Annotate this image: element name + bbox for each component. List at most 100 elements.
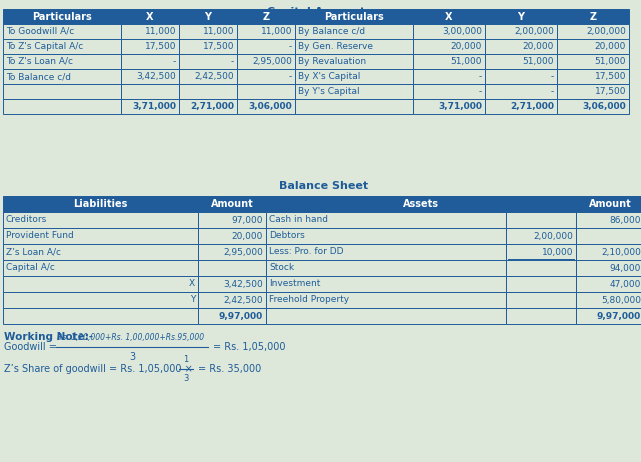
Text: 2,42,500: 2,42,500 xyxy=(194,72,234,81)
Bar xyxy=(121,54,179,69)
Bar xyxy=(576,276,641,292)
Text: 20,000: 20,000 xyxy=(595,42,626,51)
Text: 10,000: 10,000 xyxy=(542,248,573,256)
Text: 51,000: 51,000 xyxy=(522,57,554,66)
Text: To Z's Loan A/c: To Z's Loan A/c xyxy=(6,57,73,66)
Bar xyxy=(3,9,121,24)
Text: 97,000: 97,000 xyxy=(231,215,263,225)
Text: 2,71,000: 2,71,000 xyxy=(510,102,554,111)
Text: 2,00,000: 2,00,000 xyxy=(533,231,573,241)
Bar xyxy=(413,24,485,39)
Text: 86,000: 86,000 xyxy=(610,215,641,225)
Bar xyxy=(413,99,485,114)
Text: Amount: Amount xyxy=(588,199,631,209)
Text: 3,71,000: 3,71,000 xyxy=(132,102,176,111)
Text: Assets: Assets xyxy=(403,199,439,209)
Text: By Gen. Reserve: By Gen. Reserve xyxy=(298,42,373,51)
Text: Cash in hand: Cash in hand xyxy=(269,215,328,225)
Bar xyxy=(557,69,629,84)
Text: 20,000: 20,000 xyxy=(451,42,482,51)
Text: X: X xyxy=(189,280,195,288)
Text: 9,97,000: 9,97,000 xyxy=(219,311,263,321)
Text: Investment: Investment xyxy=(269,280,320,288)
Bar xyxy=(121,39,179,54)
Bar xyxy=(413,54,485,69)
Text: 3,42,500: 3,42,500 xyxy=(137,72,176,81)
Bar xyxy=(3,276,198,292)
Bar xyxy=(121,9,179,24)
Bar xyxy=(576,196,641,212)
Text: 3: 3 xyxy=(129,352,135,362)
Bar xyxy=(266,212,506,228)
Text: Stock: Stock xyxy=(269,263,294,273)
Bar xyxy=(576,244,641,260)
Bar xyxy=(198,308,266,324)
Bar xyxy=(198,196,266,212)
Bar xyxy=(179,69,237,84)
Bar xyxy=(3,260,198,276)
Text: Provident Fund: Provident Fund xyxy=(6,231,74,241)
Text: Y: Y xyxy=(190,296,195,304)
Text: = Rs. 1,05,000: = Rs. 1,05,000 xyxy=(213,342,285,352)
Text: 5,80,000: 5,80,000 xyxy=(601,296,641,304)
Text: 11,000: 11,000 xyxy=(144,27,176,36)
Text: 3,71,000: 3,71,000 xyxy=(438,102,482,111)
Bar xyxy=(506,244,576,260)
Text: Rs. 1,20,000+Rs. 1,00,000+Rs.95,000: Rs. 1,20,000+Rs. 1,00,000+Rs.95,000 xyxy=(57,333,204,342)
Bar xyxy=(506,276,576,292)
Bar xyxy=(198,212,266,228)
Text: 2,95,000: 2,95,000 xyxy=(223,248,263,256)
Text: X: X xyxy=(445,12,453,22)
Text: 2,00,000: 2,00,000 xyxy=(586,27,626,36)
Bar xyxy=(576,308,641,324)
Text: -: - xyxy=(479,87,482,96)
Bar xyxy=(237,24,295,39)
Bar xyxy=(295,39,413,54)
Bar xyxy=(413,39,485,54)
Text: By Revaluation: By Revaluation xyxy=(298,57,366,66)
Bar xyxy=(557,84,629,99)
Text: Y: Y xyxy=(204,12,212,22)
Text: Capital Account: Capital Account xyxy=(267,7,365,17)
Bar xyxy=(506,212,576,228)
Bar xyxy=(266,292,506,308)
Text: -: - xyxy=(288,72,292,81)
Bar xyxy=(3,84,121,99)
Text: Balance Sheet: Balance Sheet xyxy=(279,181,368,191)
Text: Z: Z xyxy=(262,12,270,22)
Text: 51,000: 51,000 xyxy=(451,57,482,66)
Bar xyxy=(3,212,198,228)
Bar xyxy=(179,84,237,99)
Text: 9,97,000: 9,97,000 xyxy=(597,311,641,321)
Text: Z: Z xyxy=(590,12,597,22)
Text: 3,06,000: 3,06,000 xyxy=(582,102,626,111)
Text: Working Note:-: Working Note:- xyxy=(4,332,93,342)
Bar xyxy=(121,84,179,99)
Bar xyxy=(3,308,198,324)
Bar xyxy=(237,54,295,69)
Bar xyxy=(237,84,295,99)
Text: By X's Capital: By X's Capital xyxy=(298,72,360,81)
Bar xyxy=(237,39,295,54)
Bar xyxy=(237,69,295,84)
Bar xyxy=(557,9,629,24)
Bar xyxy=(179,39,237,54)
Text: 20,000: 20,000 xyxy=(522,42,554,51)
Bar xyxy=(485,69,557,84)
Text: -: - xyxy=(288,42,292,51)
Bar xyxy=(179,9,237,24)
Text: 11,000: 11,000 xyxy=(203,27,234,36)
Text: 47,000: 47,000 xyxy=(610,280,641,288)
Text: Goodwill =: Goodwill = xyxy=(4,342,60,352)
Text: = Rs. 35,000: = Rs. 35,000 xyxy=(198,364,262,374)
Text: X: X xyxy=(146,12,154,22)
Text: Amount: Amount xyxy=(211,199,253,209)
Text: 2,00,000: 2,00,000 xyxy=(514,27,554,36)
Bar xyxy=(237,99,295,114)
Bar xyxy=(266,260,506,276)
Text: Debtors: Debtors xyxy=(269,231,304,241)
Text: By Balance c/d: By Balance c/d xyxy=(298,27,365,36)
Bar xyxy=(295,84,413,99)
Text: 3,42,500: 3,42,500 xyxy=(223,280,263,288)
Text: Freehold Property: Freehold Property xyxy=(269,296,349,304)
